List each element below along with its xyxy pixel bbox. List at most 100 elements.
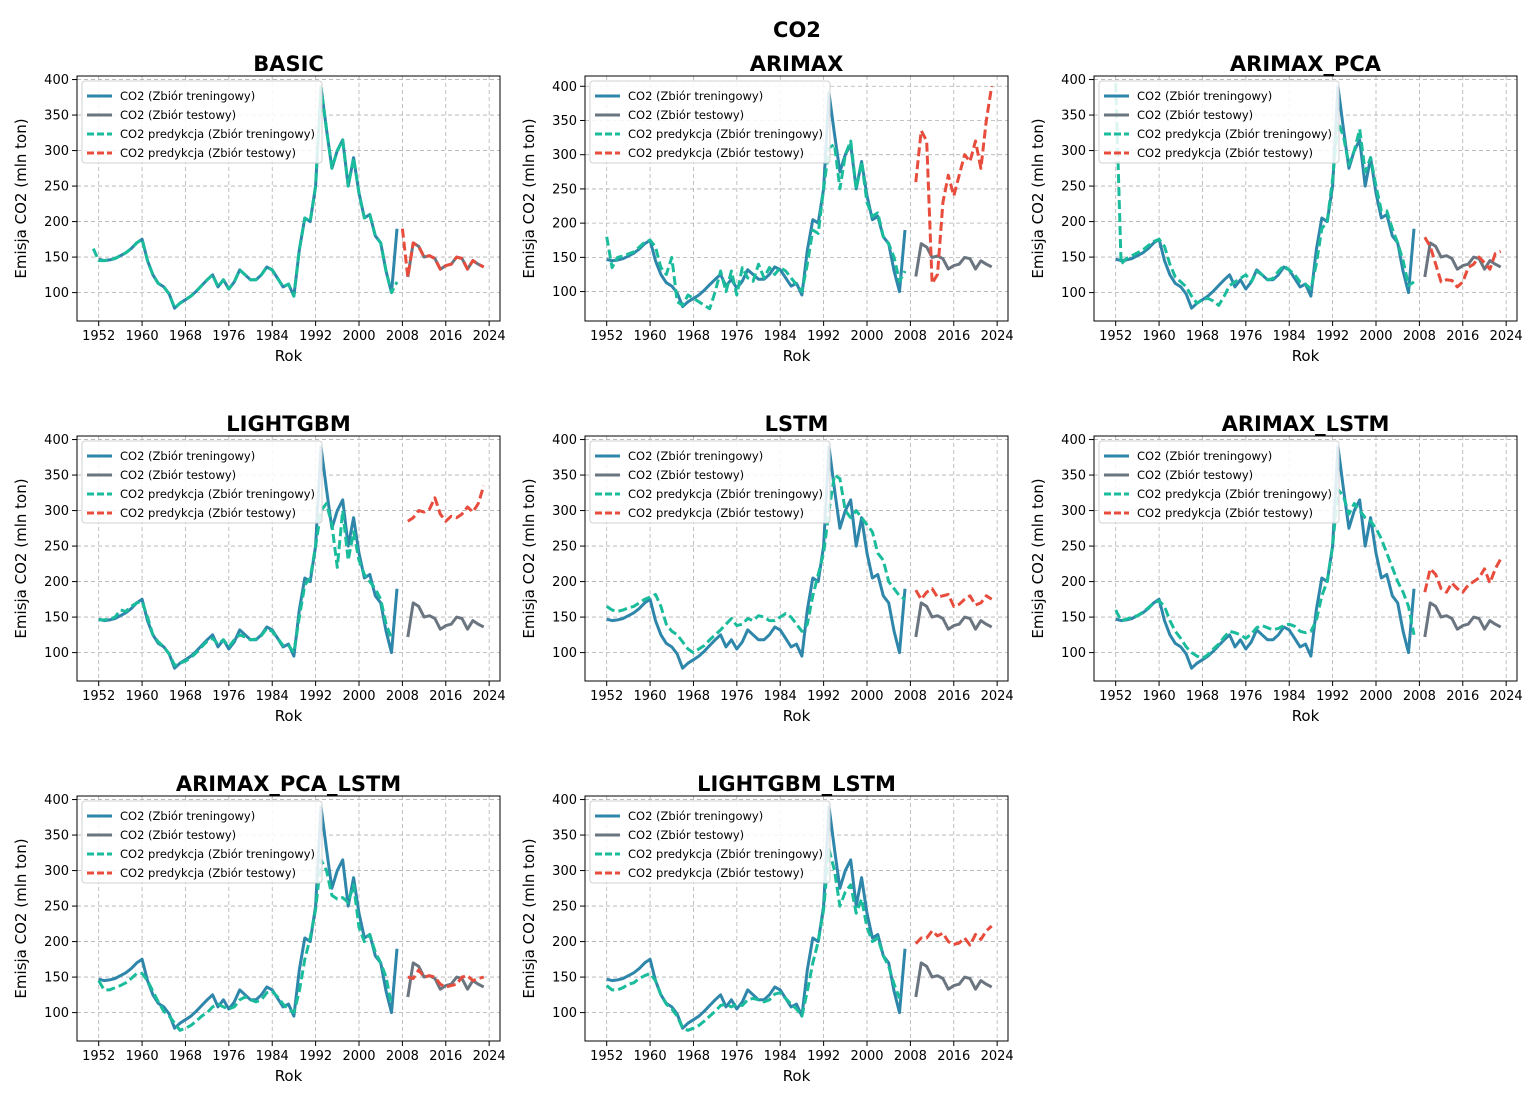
x-axis-label: Rok — [783, 1067, 811, 1085]
y-tick-label: 200 — [552, 575, 577, 590]
subplot-arimax_lstm: 1952 1960 1968 1976 1984 1992 2000 2008 2016 2024… — [1029, 412, 1523, 725]
legend: CO2 (Zbiór treningowy) CO2 (Zbiór testowy… — [589, 800, 831, 884]
legend-entry: CO2 predykcja (Zbiór treningowy) — [120, 127, 315, 141]
x-tick-label: 1968 — [1186, 689, 1219, 704]
axes-frame — [1093, 75, 1518, 322]
subplot-lstm: 1952 1960 1968 1976 1984 1992 2000 2008 2016 2024… — [520, 412, 1014, 725]
y-tick-label: 100 — [552, 646, 577, 661]
y-tick-label: 150 — [552, 251, 577, 266]
x-tick-label: 1992 — [807, 1049, 840, 1064]
axes-frame — [76, 435, 501, 682]
x-tick-label: 2016 — [1446, 329, 1479, 344]
y-tick-label: 350 — [552, 114, 577, 129]
subplot-arimax_pca: 1952 1960 1968 1976 1984 1992 2000 2008 2016 2024… — [1029, 52, 1523, 365]
legend-entry: CO2 (Zbiór treningowy) — [628, 809, 763, 823]
subplot-arimax: 1952 1960 1968 1976 1984 1992 2000 2008 2016 2024… — [520, 52, 1014, 365]
y-tick-label: 100 — [552, 1006, 577, 1021]
x-tick-label: 2008 — [386, 1049, 419, 1064]
x-tick-label: 2000 — [1359, 689, 1392, 704]
x-tick-label: 1984 — [1273, 329, 1306, 344]
y-tick-label: 100 — [552, 285, 577, 300]
y-tick-label: 350 — [1061, 109, 1086, 124]
x-tick-label: 2024 — [981, 329, 1014, 344]
x-tick-label: 1968 — [677, 329, 710, 344]
y-tick-label: 300 — [1061, 504, 1086, 519]
x-tick-label: 1952 — [82, 329, 115, 344]
legend-entry: CO2 predykcja (Zbiór treningowy) — [628, 487, 823, 501]
x-tick-label: 1984 — [764, 329, 797, 344]
series-line-2 — [97, 858, 393, 1032]
x-tick-label: 1968 — [169, 329, 202, 344]
series-line-1 — [1423, 601, 1502, 638]
y-tick-label: 300 — [1061, 144, 1086, 159]
x-tick-label: 1960 — [126, 689, 159, 704]
x-tick-label: 2008 — [894, 1049, 927, 1064]
legend: CO2 (Zbiór treningowy) CO2 (Zbiór testowy… — [589, 440, 831, 524]
legend-entry: CO2 (Zbiór testowy) — [1137, 468, 1253, 482]
x-tick-label: 1984 — [256, 329, 289, 344]
x-tick-label: 2024 — [981, 689, 1014, 704]
legend-entry: CO2 predykcja (Zbiór testowy) — [628, 506, 804, 520]
x-tick-label: 2008 — [386, 689, 419, 704]
legend: CO2 (Zbiór treningowy) CO2 (Zbiór testowy… — [589, 80, 831, 164]
x-tick-label: 1984 — [256, 1049, 289, 1064]
x-tick-label: 2016 — [937, 689, 970, 704]
y-tick-label: 100 — [44, 286, 69, 301]
legend-box — [1098, 440, 1340, 524]
x-tick-label: 2016 — [429, 329, 462, 344]
legend-entry: CO2 predykcja (Zbiór testowy) — [628, 866, 804, 880]
y-tick-label: 400 — [44, 73, 69, 88]
axes-frame — [584, 795, 1009, 1042]
x-tick-label: 2000 — [342, 329, 375, 344]
y-tick-label: 150 — [44, 611, 69, 626]
axes-frame — [1093, 435, 1518, 682]
x-tick-label: 2000 — [850, 329, 883, 344]
y-tick-label: 150 — [44, 971, 69, 986]
legend-entry: CO2 (Zbiór testowy) — [628, 108, 744, 122]
x-tick-label: 2016 — [1446, 689, 1479, 704]
x-axis-label: Rok — [275, 1067, 303, 1085]
x-tick-label: 1992 — [1316, 329, 1349, 344]
legend: CO2 (Zbiór treningowy) CO2 (Zbiór testowy… — [81, 440, 323, 524]
legend-entry: CO2 predykcja (Zbiór treningowy) — [1137, 127, 1332, 141]
x-tick-label: 2008 — [894, 689, 927, 704]
y-tick-label: 250 — [44, 180, 69, 195]
x-tick-label: 1968 — [677, 1049, 710, 1064]
subplot-title: ARIMAX_PCA_LSTM — [176, 772, 401, 796]
x-tick-label: 2008 — [1403, 329, 1436, 344]
y-tick-label: 100 — [1061, 286, 1086, 301]
series-line-3 — [1423, 236, 1502, 289]
subplot-lightgbm: 1952 1960 1968 1976 1984 1992 2000 2008 2016 2024… — [12, 412, 506, 725]
legend-box — [589, 440, 831, 524]
x-axis-label: Rok — [1292, 707, 1320, 725]
axes-frame — [76, 75, 501, 322]
legend-entry: CO2 predykcja (Zbiór treningowy) — [1137, 487, 1332, 501]
figure-suptitle: CO2 — [773, 18, 821, 42]
y-tick-label: 150 — [552, 611, 577, 626]
series-line-3 — [914, 86, 994, 285]
legend-entry: CO2 (Zbiór testowy) — [120, 468, 236, 482]
y-tick-label: 200 — [1061, 215, 1086, 230]
legend-entry: CO2 (Zbiór testowy) — [628, 468, 744, 482]
x-tick-label: 2008 — [1403, 689, 1436, 704]
y-tick-label: 200 — [552, 935, 577, 950]
x-tick-label: 2024 — [1490, 329, 1523, 344]
subplot-lightgbm_lstm: 1952 1960 1968 1976 1984 1992 2000 2008 2016 2024… — [520, 772, 1014, 1085]
x-tick-label: 1952 — [590, 689, 623, 704]
x-tick-label: 1984 — [256, 689, 289, 704]
x-tick-label: 1960 — [126, 1049, 159, 1064]
x-tick-label: 2000 — [850, 689, 883, 704]
x-tick-label: 1976 — [1229, 689, 1262, 704]
y-axis-label: Emisja CO2 (mln ton) — [1029, 118, 1047, 278]
legend-entry: CO2 predykcja (Zbiór testowy) — [1137, 506, 1313, 520]
y-tick-label: 300 — [44, 144, 69, 159]
legend-entry: CO2 predykcja (Zbiór testowy) — [1137, 146, 1313, 160]
series-line-2 — [605, 473, 906, 655]
series-line-3 — [914, 924, 993, 947]
x-tick-label: 1976 — [212, 329, 245, 344]
series-line-2 — [91, 85, 399, 310]
x-tick-label: 2008 — [894, 329, 927, 344]
legend-entry: CO2 (Zbiór testowy) — [120, 828, 236, 842]
y-tick-label: 400 — [552, 80, 577, 95]
subplot-title: LIGHTGBM — [226, 412, 350, 436]
